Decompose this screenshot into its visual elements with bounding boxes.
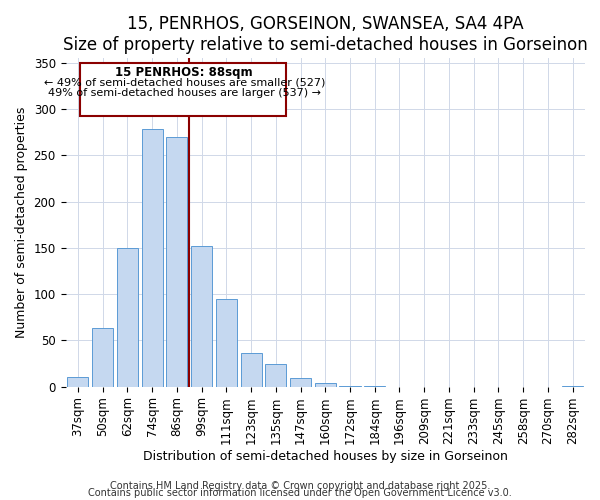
FancyBboxPatch shape — [80, 63, 286, 116]
Bar — [117, 248, 138, 386]
Text: Contains HM Land Registry data © Crown copyright and database right 2025.: Contains HM Land Registry data © Crown c… — [110, 481, 490, 491]
Bar — [142, 130, 163, 386]
X-axis label: Distribution of semi-detached houses by size in Gorseinon: Distribution of semi-detached houses by … — [143, 450, 508, 462]
Bar — [241, 354, 262, 386]
Text: 49% of semi-detached houses are larger (537) →: 49% of semi-detached houses are larger (… — [48, 88, 321, 98]
Bar — [191, 246, 212, 386]
Bar — [216, 298, 237, 386]
Bar — [166, 137, 187, 386]
Text: Contains public sector information licensed under the Open Government Licence v3: Contains public sector information licen… — [88, 488, 512, 498]
Title: 15, PENRHOS, GORSEINON, SWANSEA, SA4 4PA
Size of property relative to semi-detac: 15, PENRHOS, GORSEINON, SWANSEA, SA4 4PA… — [63, 15, 587, 54]
Bar — [92, 328, 113, 386]
Bar — [315, 383, 336, 386]
Bar — [265, 364, 286, 386]
Bar — [67, 378, 88, 386]
Text: 15 PENRHOS: 88sqm: 15 PENRHOS: 88sqm — [115, 66, 253, 80]
Bar — [290, 378, 311, 386]
Y-axis label: Number of semi-detached properties: Number of semi-detached properties — [15, 106, 28, 338]
Text: ← 49% of semi-detached houses are smaller (527): ← 49% of semi-detached houses are smalle… — [44, 78, 325, 88]
